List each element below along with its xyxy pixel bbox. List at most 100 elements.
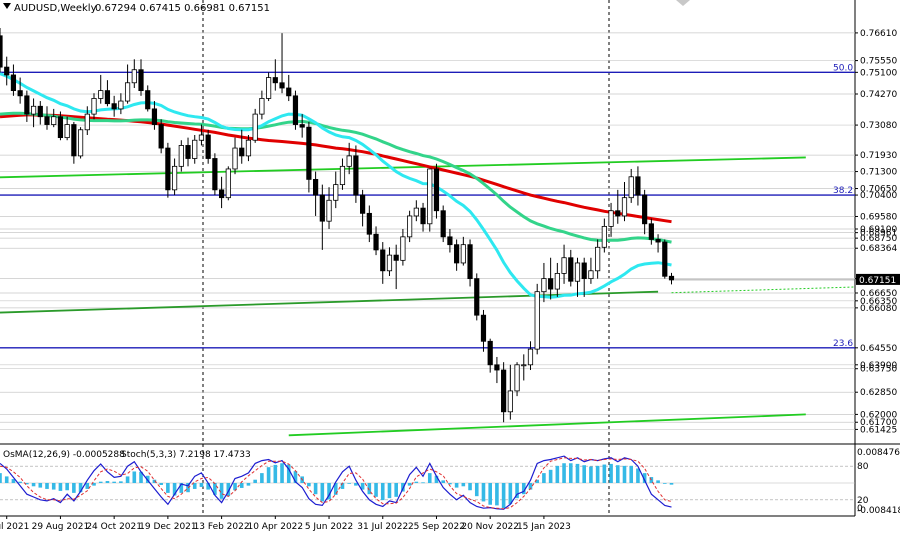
osma-bar-25	[166, 483, 170, 493]
bull-candle-body	[30, 105, 37, 115]
bull-candle-body	[541, 278, 547, 293]
bull-candle-body	[326, 199, 332, 222]
osma-bar-4	[25, 483, 29, 485]
osma-bar-55	[367, 483, 372, 495]
osma-bar-34	[226, 483, 231, 497]
bull-candle-body	[413, 207, 419, 217]
osma-bar-68	[454, 483, 459, 488]
bear-candle-body	[158, 124, 164, 149]
bear-candle-body	[655, 239, 661, 243]
osma-bottom-value: -0.008418	[857, 506, 900, 516]
price-tick-label-16: 0.66350	[860, 297, 897, 307]
candle-71	[474, 273, 480, 321]
candle-35	[232, 137, 238, 175]
candle-47	[313, 171, 319, 216]
osma-bar-76	[508, 483, 513, 505]
current-price-label: 0.67151	[859, 276, 896, 286]
bear-candle-body	[366, 212, 372, 235]
bear-candle-body	[319, 194, 325, 222]
osma-bar-70	[468, 483, 472, 491]
osma-bar-100	[669, 483, 674, 485]
candle-54	[360, 189, 366, 227]
candle-29	[192, 135, 198, 164]
bull-candle-body	[225, 168, 231, 199]
bear-candle-body	[494, 364, 500, 371]
osma-bar-73	[488, 483, 492, 505]
bull-candle-body	[527, 348, 534, 366]
candle-12	[77, 127, 84, 159]
bear-candle-body	[165, 147, 171, 191]
time-label-8: 25 Sep 2022	[408, 522, 465, 532]
price-tick-label-1: 0.75550	[860, 57, 897, 67]
candle-26	[171, 158, 178, 196]
osma-bar-53	[354, 483, 358, 486]
bull-candle-body	[460, 244, 466, 264]
osma-bar-0	[0, 473, 2, 483]
bull-candle-body	[51, 116, 57, 125]
osma-bar-75	[501, 483, 506, 509]
main-grid	[0, 0, 900, 517]
osma-bar-96	[642, 473, 647, 483]
bull-candle-body	[265, 77, 272, 99]
price-tick-label-23: 0.61700	[860, 418, 897, 428]
osma-bar-56	[374, 483, 378, 497]
bull-candle-body	[84, 113, 90, 131]
bull-candle-body	[98, 90, 104, 99]
bear-candle-body	[145, 90, 151, 110]
candle-93	[621, 182, 628, 222]
bull-candle-body	[171, 165, 178, 191]
candle-39	[259, 90, 265, 120]
time-label-6: 5 Jun 2022	[305, 522, 353, 532]
candle-69	[460, 236, 466, 266]
bear-candle-body	[467, 244, 473, 280]
bear-candle-body	[380, 249, 386, 272]
osma-bar-15	[98, 481, 103, 483]
osma-bar-61	[407, 483, 412, 486]
bear-candle-body	[454, 244, 460, 264]
candle-52	[346, 142, 352, 175]
osma-bar-33	[219, 483, 224, 499]
price-tick-label-24: 0.61425	[860, 425, 897, 435]
candle-23	[151, 101, 158, 130]
osma-bar-78	[521, 483, 526, 495]
bull-candle-body	[386, 254, 393, 272]
candle-59	[393, 244, 399, 290]
bear-candle-body	[353, 155, 359, 196]
candle-10	[64, 116, 70, 141]
dropdown-arrow-icon[interactable]	[3, 3, 11, 9]
candle-49	[326, 187, 332, 230]
osma-bar-30	[199, 483, 204, 487]
current-price-box	[856, 273, 900, 285]
candle-8	[51, 108, 57, 128]
candle-4	[24, 90, 30, 122]
candle-82	[548, 257, 554, 300]
osma-bar-20	[132, 471, 137, 483]
price-tick-label-19: 0.63900	[860, 361, 897, 371]
osma-bar-99	[662, 483, 667, 484]
osma-bar-94	[629, 465, 634, 483]
price-tick-label-15: 0.66650	[860, 289, 897, 299]
shift-marker-icon[interactable]	[676, 0, 690, 6]
bear-candle-body	[218, 189, 225, 199]
candle-70	[467, 239, 473, 287]
osma-bar-44	[293, 471, 298, 483]
price-tick-label-3: 0.74270	[860, 90, 897, 100]
candle-80	[534, 283, 540, 355]
osma-bar-87	[582, 465, 587, 483]
osma-bar-18	[119, 481, 123, 483]
fib-label-1: 38.2	[833, 186, 853, 196]
candle-30	[198, 124, 205, 146]
osma-bar-57	[380, 483, 385, 501]
candles[interactable]	[0, 27, 675, 423]
osma-bar-3	[18, 481, 22, 483]
osma-bar-74	[495, 483, 499, 506]
osma-label: OsMA(12,26,9) -0.0005288	[3, 450, 125, 460]
candle-91	[608, 202, 614, 237]
trendline-2	[288, 413, 806, 437]
candle-85	[568, 249, 574, 287]
candle-62	[413, 200, 419, 222]
bull-candle-body	[507, 390, 513, 413]
osma-bar-79	[528, 483, 533, 490]
osma-bar-95	[636, 468, 640, 483]
candle-78	[521, 354, 527, 381]
